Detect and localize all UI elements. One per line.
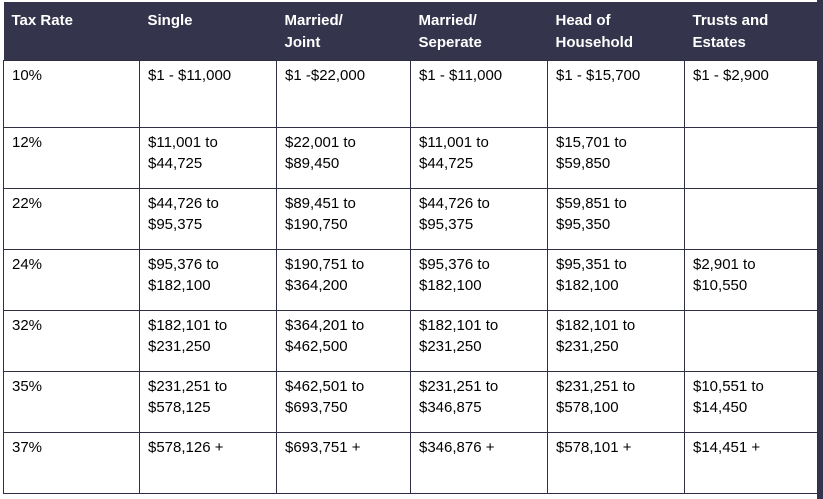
cell-tax-rate: 35% [3, 370, 140, 433]
tax-brackets-table: Tax Rate Single Married/ Joint Married/ … [3, 2, 818, 494]
cell-single: $1 - $11,000 [139, 59, 277, 128]
cell-married-separate: $231,251 to $346,875 [410, 370, 548, 433]
cell-single: $44,726 to $95,375 [139, 187, 277, 250]
column-header-tax-rate: Tax Rate [3, 2, 140, 60]
cell-head-of-household: $578,101 + [547, 431, 685, 494]
page-right-edge-strip [817, 0, 823, 499]
cell-married-joint: $462,501 to $693,750 [276, 370, 411, 433]
cell-single: $182,101 to $231,250 [139, 309, 277, 372]
cell-trusts-estates: $10,551 to $14,450 [684, 370, 818, 433]
cell-head-of-household: $1 - $15,700 [547, 59, 685, 128]
cell-married-separate: $95,376 to $182,100 [410, 248, 548, 311]
cell-trusts-estates [684, 187, 818, 250]
table-row: 12% $11,001 to $44,725 $22,001 to $89,45… [3, 126, 818, 189]
cell-head-of-household: $59,851 to $95,350 [547, 187, 685, 250]
cell-married-joint: $190,751 to $364,200 [276, 248, 411, 311]
cell-married-joint: $22,001 to $89,450 [276, 126, 411, 189]
table-row: 37% $578,126 + $693,751 + $346,876 + $57… [3, 431, 818, 494]
cell-married-separate: $346,876 + [410, 431, 548, 494]
cell-trusts-estates: $14,451 + [684, 431, 818, 494]
cell-single: $11,001 to $44,725 [139, 126, 277, 189]
cell-head-of-household: $182,101 to $231,250 [547, 309, 685, 372]
column-header-trusts-estates: Trusts and Estates [684, 2, 818, 60]
cell-single: $231,251 to $578,125 [139, 370, 277, 433]
column-header-single: Single [139, 2, 277, 60]
table-row: 22% $44,726 to $95,375 $89,451 to $190,7… [3, 187, 818, 250]
cell-tax-rate: 22% [3, 187, 140, 250]
cell-married-joint: $89,451 to $190,750 [276, 187, 411, 250]
cell-single: $578,126 + [139, 431, 277, 494]
cell-trusts-estates: $1 - $2,900 [684, 59, 818, 128]
cell-tax-rate: 32% [3, 309, 140, 372]
header-row: Tax Rate Single Married/ Joint Married/ … [3, 2, 818, 60]
cell-married-joint: $1 -$22,000 [276, 59, 411, 128]
cell-trusts-estates: $2,901 to $10,550 [684, 248, 818, 311]
table-row: 32% $182,101 to $231,250 $364,201 to $46… [3, 309, 818, 372]
cell-married-joint: $693,751 + [276, 431, 411, 494]
cell-married-separate: $44,726 to $95,375 [410, 187, 548, 250]
cell-married-separate: $11,001 to $44,725 [410, 126, 548, 189]
table-row: 35% $231,251 to $578,125 $462,501 to $69… [3, 370, 818, 433]
cell-single: $95,376 to $182,100 [139, 248, 277, 311]
cell-tax-rate: 24% [3, 248, 140, 311]
column-header-married-joint: Married/ Joint [276, 2, 411, 60]
cell-trusts-estates [684, 309, 818, 372]
cell-married-separate: $1 - $11,000 [410, 59, 548, 128]
table-row: 24% $95,376 to $182,100 $190,751 to $364… [3, 248, 818, 311]
cell-head-of-household: $15,701 to $59,850 [547, 126, 685, 189]
column-header-married-separate: Married/ Seperate [410, 2, 548, 60]
cell-tax-rate: 10% [3, 59, 140, 128]
cell-married-separate: $182,101 to $231,250 [410, 309, 548, 372]
cell-married-joint: $364,201 to $462,500 [276, 309, 411, 372]
table-row: 10% $1 - $11,000 $1 -$22,000 $1 - $11,00… [3, 59, 818, 128]
cell-tax-rate: 37% [3, 431, 140, 494]
cell-head-of-household: $95,351 to $182,100 [547, 248, 685, 311]
cell-tax-rate: 12% [3, 126, 140, 189]
cell-head-of-household: $231,251 to $578,100 [547, 370, 685, 433]
column-header-head-of-household: Head of Household [547, 2, 685, 60]
cell-trusts-estates [684, 126, 818, 189]
